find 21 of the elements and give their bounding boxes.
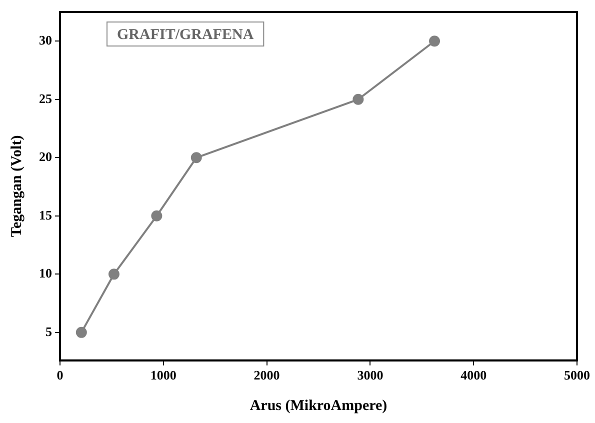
y-tick-label: 25	[39, 90, 52, 106]
y-tick-label: 15	[39, 207, 52, 222]
x-tick-label: 4000	[460, 368, 487, 383]
x-axis-title: Arus (MikroAmpere)	[250, 398, 388, 414]
point	[352, 94, 364, 105]
point	[429, 36, 440, 47]
x-tick-label: 1000	[150, 368, 176, 383]
y-tick-label: 20	[39, 149, 52, 164]
point	[108, 268, 120, 280]
point	[76, 326, 87, 338]
y-tick-label: 30	[39, 32, 52, 48]
y-axis-title: Tegangan (Volt)	[8, 135, 25, 238]
point	[151, 210, 162, 222]
y-tick-label: 10	[39, 266, 52, 281]
x-tick-label: 3000	[357, 368, 384, 383]
y-tick-label: 5	[46, 324, 52, 339]
x-tick-label: 0	[56, 368, 64, 383]
annotation: GRAFIT/GRAFENA	[117, 26, 254, 43]
x-tick-label: 5000	[564, 368, 590, 383]
x-tick-label: 2000	[254, 368, 280, 383]
point	[190, 152, 202, 164]
